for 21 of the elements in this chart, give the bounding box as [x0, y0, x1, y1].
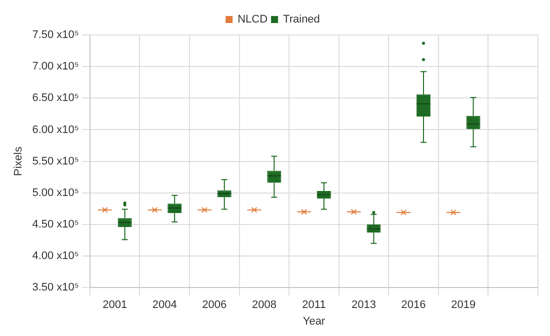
- x-tick-label: 2008: [252, 299, 276, 312]
- x-tick-label: 2006: [202, 299, 227, 312]
- x-tick-label: 2016: [401, 299, 426, 312]
- y-tick-label: 5.50 x10⁵: [32, 155, 79, 168]
- x-tick-label: 2011: [302, 299, 326, 312]
- y-tick-label: 4.00 x10⁵: [32, 250, 79, 262]
- x-tick-label: 2004: [152, 299, 177, 312]
- y-axis-title: Pixels: [12, 146, 25, 176]
- x-tick-label: 2019: [451, 299, 476, 312]
- y-tick-label: 5.00 x10⁵: [32, 186, 79, 199]
- y-tick-label: 6.00 x10⁵: [32, 124, 79, 136]
- y-tick-label: 7.00 x10⁵: [32, 60, 79, 73]
- y-tick-label: 7.50 x10⁵: [32, 29, 79, 42]
- legend-label: NLCD: [238, 14, 268, 26]
- y-tick-label: 3.50 x10⁵: [32, 282, 79, 294]
- x-tick-label: 2013: [352, 299, 376, 312]
- y-tick-label: 6.50 x10⁵: [32, 92, 79, 104]
- x-axis-title: Year: [302, 315, 326, 328]
- x-tick-label: 2001: [102, 299, 128, 312]
- y-tick-label: 4.50 x10⁵: [32, 218, 79, 230]
- legend-label: Trained: [283, 14, 320, 26]
